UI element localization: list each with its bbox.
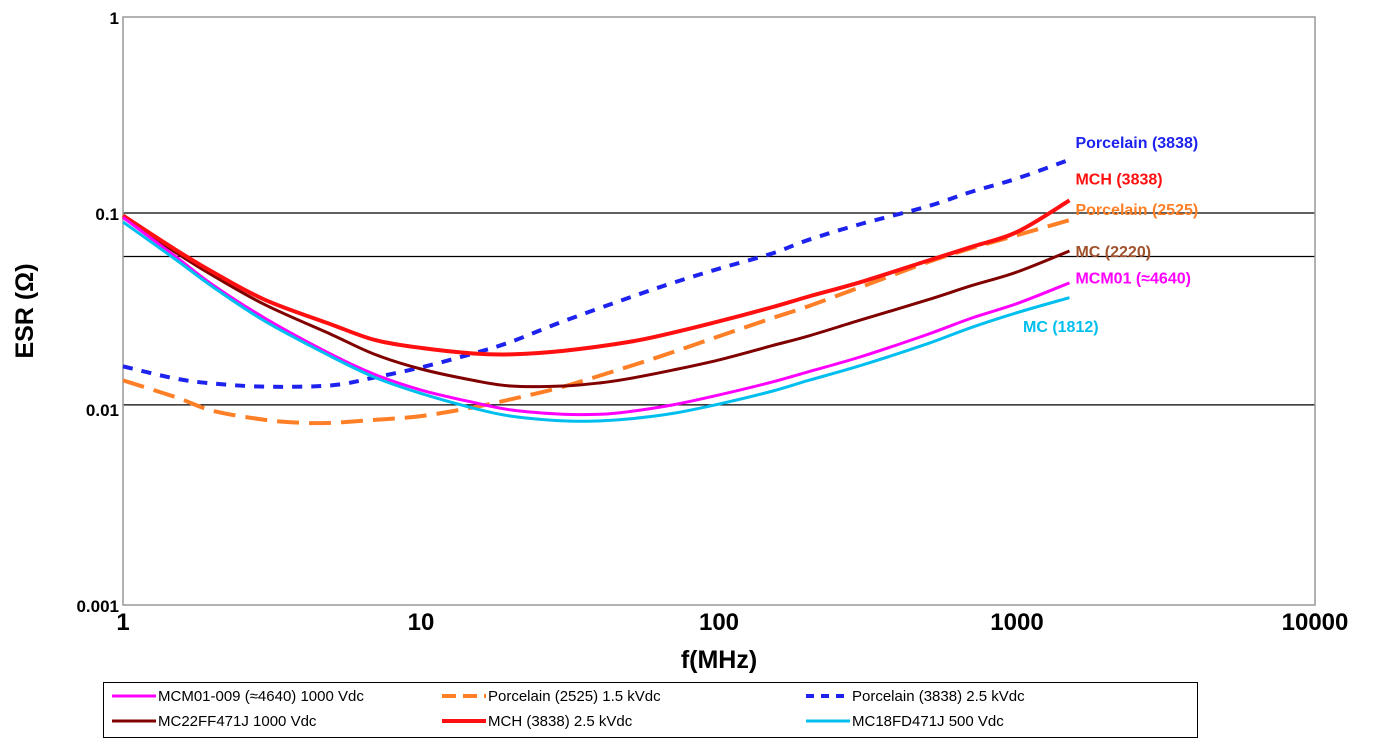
legend-item: Porcelain (3838) 2.5 kVdc — [802, 686, 1025, 706]
legend-item: MCH (3838) 2.5 kVdc — [438, 711, 632, 731]
legend-swatch — [112, 694, 156, 698]
legend-item: MC22FF471J 1000 Vdc — [108, 711, 316, 731]
series-line — [122, 220, 1070, 423]
series-layer — [121, 157, 1071, 426]
series-annotation: MC (1812) — [1023, 319, 1099, 336]
legend-item: Porcelain (2525) 1.5 kVdc — [438, 686, 661, 706]
legend-label: MCM01-009 (≈4640) 1000 Vdc — [158, 687, 364, 705]
x-tick-label: 1000 — [990, 609, 1043, 636]
series-annotation: MCH (3838) — [1075, 171, 1162, 188]
series-line — [122, 157, 1071, 389]
plot-area-border — [122, 16, 1316, 606]
x-tick-label: 1 — [116, 609, 129, 636]
y-tick-label: 0.01 — [86, 401, 119, 420]
legend-swatch — [442, 694, 486, 698]
legend-label: Porcelain (3838) 2.5 kVdc — [852, 687, 1025, 705]
legend-swatch — [442, 719, 486, 723]
series-annotation: MCM01 (≈4640) — [1075, 270, 1190, 287]
series-line — [121, 198, 1071, 357]
y-tick-label: 0.1 — [95, 205, 119, 224]
y-tick-label: 1 — [110, 9, 119, 28]
series-annotation: Porcelain (3838) — [1075, 135, 1198, 152]
y-tick-label: 0.001 — [76, 597, 119, 616]
x-tick-label: 100 — [699, 609, 739, 636]
axis-layer: 1 10 100 1000 10000 0.001 0.01 0.1 1 — [76, 9, 1348, 636]
x-axis-title: f(MHz) — [681, 646, 757, 674]
legend-label: MC22FF471J 1000 Vdc — [158, 712, 317, 730]
legend-swatch — [112, 719, 156, 723]
legend-swatch — [806, 719, 850, 723]
x-tick-label: 10 — [408, 609, 435, 636]
y-axis-title: ESR (Ω) — [11, 263, 39, 358]
series-line — [122, 216, 1071, 417]
annotation-layer: Porcelain (3838) MCH (3838) Porcelain (252… — [1023, 135, 1198, 336]
esr-chart: 1 10 100 1000 10000 0.001 0.01 0.1 1 Porcelain (… — [11, 9, 1348, 674]
series-line — [122, 216, 1071, 389]
legend-item: MC18FD471J 500 Vdc — [802, 711, 1004, 731]
legend-label: Porcelain (2525) 1.5 kVdc — [488, 687, 661, 705]
legend-swatch — [806, 694, 850, 698]
legend-label: MC18FD471J 500 Vdc — [852, 712, 1004, 730]
series-annotation: Porcelain (2525) — [1075, 202, 1198, 219]
legend: MCM01-009 (≈4640) 1000 Vdc Porcelain (252… — [103, 682, 1198, 738]
legend-label: MCH (3838) 2.5 kVdc — [488, 712, 633, 730]
legend-item: MCM01-009 (≈4640) 1000 Vdc — [108, 686, 364, 706]
series-annotation: MC (2220) — [1075, 244, 1151, 261]
grid-layer — [123, 212, 1315, 406]
x-tick-label: 10000 — [1282, 609, 1349, 636]
